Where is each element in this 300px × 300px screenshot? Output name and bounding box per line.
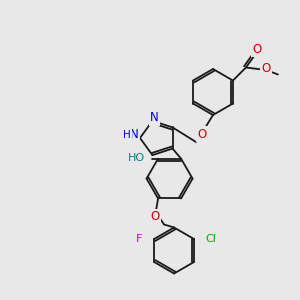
Text: O: O [150,210,160,223]
Text: O: O [261,62,271,75]
Text: O: O [197,128,207,140]
Text: Cl: Cl [205,234,216,244]
Text: F: F [136,234,142,244]
Text: H: H [123,130,131,140]
Text: O: O [252,43,262,56]
Text: N: N [150,111,159,124]
Text: O: O [197,128,207,140]
Text: HO: HO [128,153,145,163]
Text: N: N [130,128,138,142]
